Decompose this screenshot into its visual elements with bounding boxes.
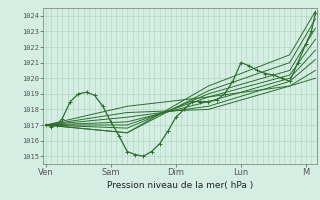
X-axis label: Pression niveau de la mer( hPa ): Pression niveau de la mer( hPa ) — [107, 181, 253, 190]
